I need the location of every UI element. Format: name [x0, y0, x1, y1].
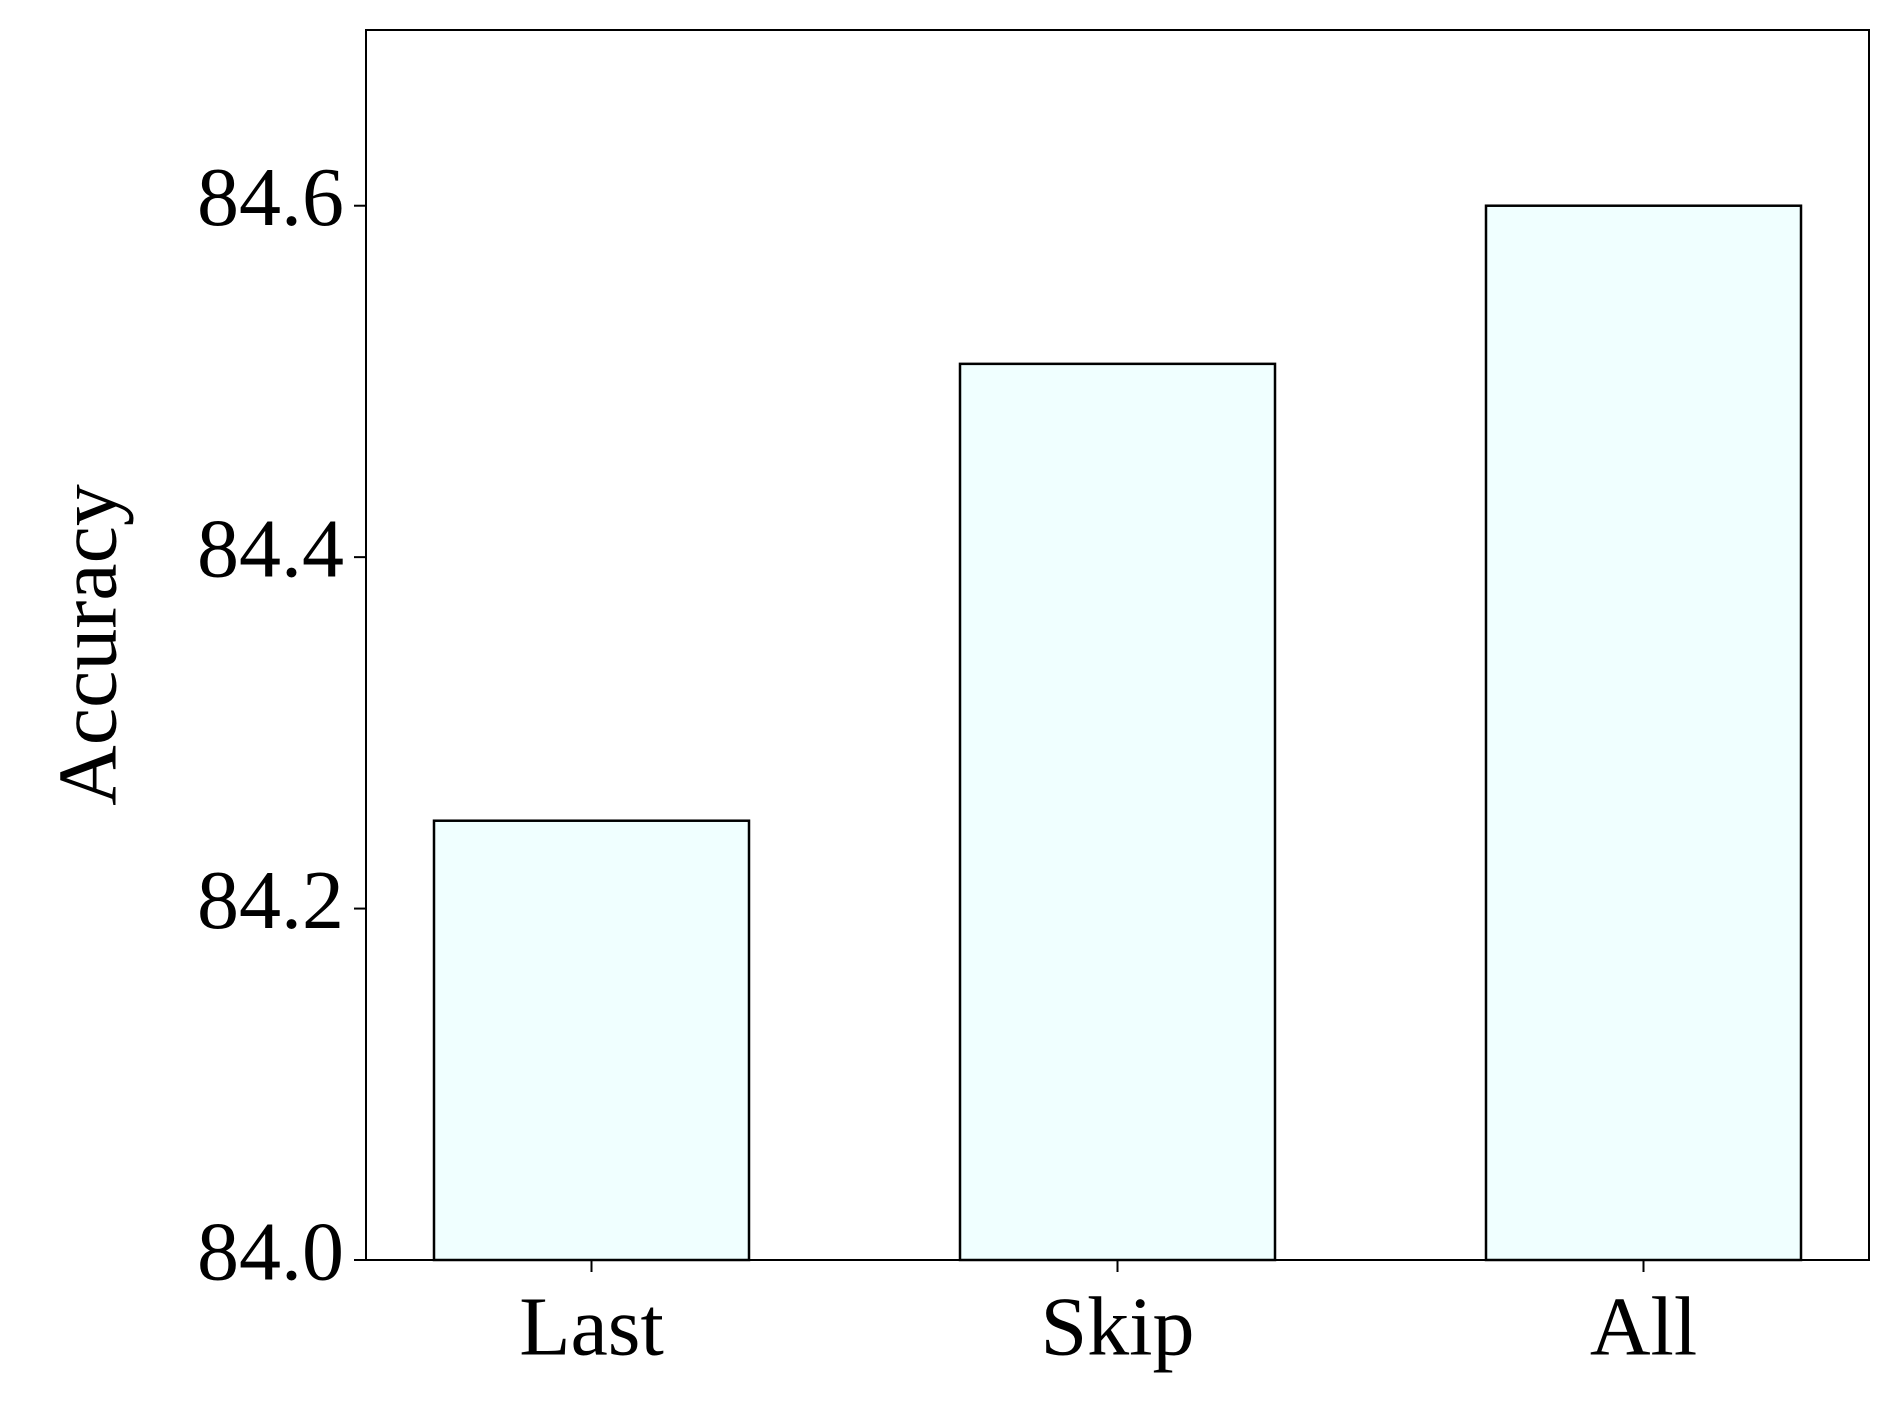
- x-tick-label: Last: [519, 1280, 664, 1373]
- plot-frame: [365, 29, 1870, 1261]
- bar: [1484, 204, 1803, 1262]
- y-tick-label: 84.2: [197, 854, 344, 947]
- y-tick-label: 84.0: [197, 1205, 344, 1298]
- bar: [432, 819, 751, 1262]
- x-tick-label: All: [1590, 1280, 1697, 1373]
- y-tick-label: 84.4: [197, 502, 344, 595]
- x-tick-label: Skip: [1040, 1280, 1194, 1373]
- y-axis-label: Accuracy: [41, 484, 134, 806]
- y-tick-label: 84.6: [197, 151, 344, 244]
- bar: [958, 362, 1277, 1262]
